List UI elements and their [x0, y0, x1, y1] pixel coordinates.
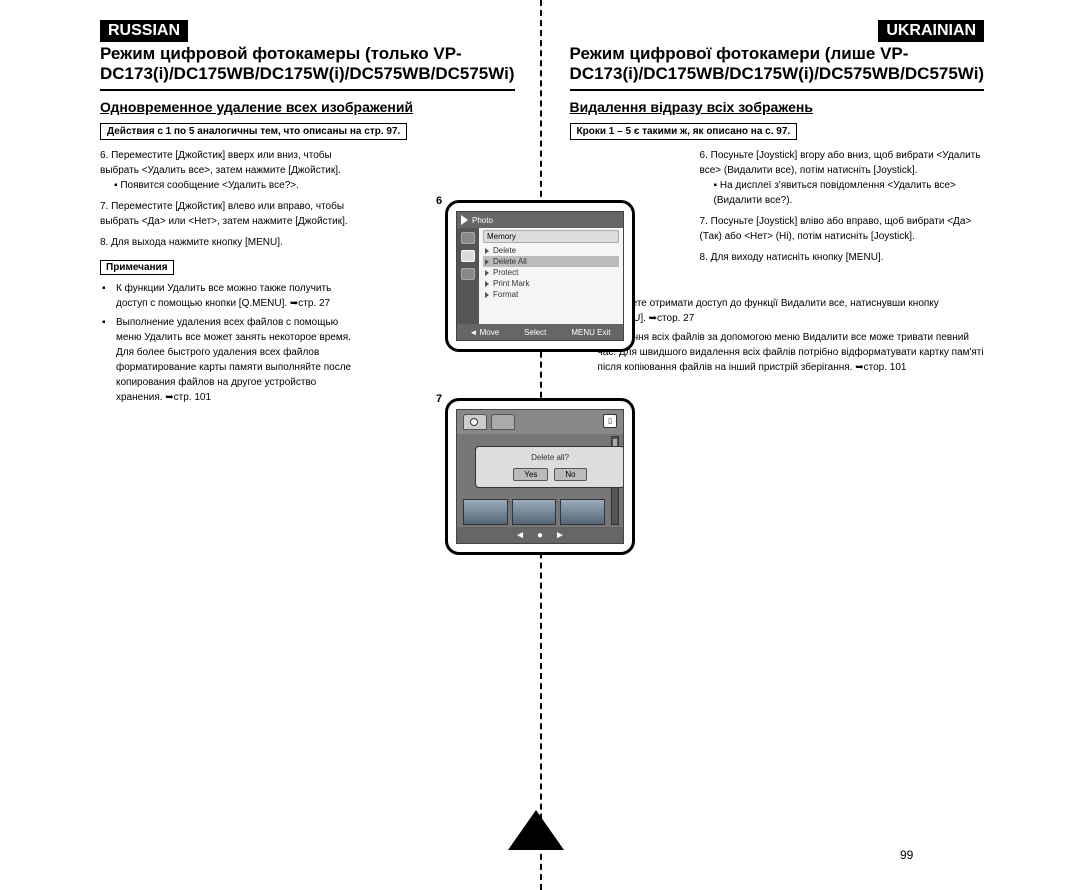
step7-left: 7. Переместите [Джойстик] влево или впра… [100, 199, 360, 229]
step8-left: 8. Для выхода нажмите кнопку [MENU]. [100, 235, 360, 250]
dialog-no-button[interactable]: No [554, 468, 586, 481]
s1-item-delete-all[interactable]: Delete All [483, 256, 619, 267]
lang-badge-left: RUSSIAN [100, 20, 188, 42]
s1-footer-move: ◄ Move [469, 328, 499, 337]
screen-gallery: 7 ▯ Delete all? Yes No [445, 398, 635, 555]
hr-left [100, 89, 515, 91]
screen2-badge: 7 [436, 393, 442, 405]
lang-badge-right: UKRAINIAN [878, 20, 984, 42]
photo-icon [470, 418, 478, 426]
step6-right: 6. Посуньте [Joystick] вгору або вниз, щ… [700, 148, 985, 178]
s1-header: Photo [457, 212, 623, 228]
delete-dialog: Delete all? Yes No [475, 446, 624, 488]
tab-photo[interactable] [463, 414, 487, 430]
device-screens: 6 Photo Memory Delete Delete All [440, 200, 640, 595]
stepbox-right: Кроки 1 – 5 є такими ж, як описано на с.… [570, 123, 798, 140]
step6-left: 6. Переместите [Джойстик] вверх или вниз… [100, 148, 360, 178]
play-icon [461, 215, 468, 225]
s1-footer-select: Select [524, 328, 546, 337]
title-right: Режим цифрової фотокамери (лише VP-DC173… [570, 44, 985, 85]
arrow-left-icon: ◄ [515, 530, 525, 541]
s1-item-format[interactable]: Format [483, 289, 619, 300]
thumbnail[interactable] [560, 499, 605, 525]
thumbnail[interactable] [512, 499, 557, 525]
body-left: 6. Переместите [Джойстик] вверх или вниз… [100, 148, 360, 250]
screen1-badge: 6 [436, 195, 442, 207]
s1-side-icon [461, 268, 475, 280]
s1-side-icon-selected [461, 250, 475, 262]
notes-left: К функции Удалить все можно также получи… [100, 281, 360, 405]
step6b-left: ▪ Появится сообщение <Удалить все?>. [100, 178, 360, 193]
pager-arrow-icon [508, 810, 564, 850]
stepbox-left: Действия с 1 по 5 аналогичны тем, что оп… [100, 123, 407, 140]
s2-footer: ◄ ● ► [457, 527, 623, 543]
s1-side-icon [461, 232, 475, 244]
arrow-right-icon: ► [555, 530, 565, 541]
thumbnails [463, 499, 605, 525]
arrow-select-icon: ● [537, 530, 543, 541]
s1-footer-exit: MENU Exit [571, 328, 610, 337]
title-left: Режим цифровой фотокамеры (только VP-DC1… [100, 44, 515, 85]
note1-left: К функции Удалить все можно также получи… [116, 281, 360, 311]
note2-left: Выполнение удаления всех файлов с помощь… [116, 315, 360, 405]
note2-right: Видалення всіх файлів за допомогою меню … [598, 330, 985, 375]
s1-item-delete[interactable]: Delete [483, 245, 619, 256]
tab-video[interactable] [491, 414, 515, 430]
step8-right: 8. Для виходу натисніть кнопку [MENU]. [700, 250, 985, 265]
s1-category: Memory [483, 230, 619, 243]
s1-item-protect[interactable]: Protect [483, 267, 619, 278]
note-label-left: Примечания [100, 260, 174, 275]
dialog-title: Delete all? [482, 453, 618, 462]
subtitle-right: Видалення відразу всіх зображень [570, 99, 985, 115]
sd-icon: ▯ [603, 414, 617, 428]
note1-right: Ви можете отримати доступ до функції Вид… [598, 296, 985, 326]
s1-header-text: Photo [472, 216, 493, 225]
hr-right [570, 89, 985, 91]
thumbnail[interactable] [463, 499, 508, 525]
subtitle-left: Одновременное удаление всех изображений [100, 99, 515, 115]
s2-tabs: ▯ [457, 410, 623, 434]
s1-item-print-mark[interactable]: Print Mark [483, 278, 619, 289]
step7-right: 7. Посуньте [Joystick] вліво або вправо,… [700, 214, 985, 244]
s1-sidebar [457, 228, 479, 324]
s1-menu: Memory Delete Delete All Protect Print M… [479, 228, 623, 324]
dialog-yes-button[interactable]: Yes [513, 468, 548, 481]
page-number: 99 [900, 848, 913, 862]
s1-footer: ◄ Move Select MENU Exit [457, 324, 623, 340]
screen-menu: 6 Photo Memory Delete Delete All [445, 200, 635, 352]
step6b-right: ▪ На дисплеї з'явиться повідомлення <Уда… [700, 178, 985, 208]
